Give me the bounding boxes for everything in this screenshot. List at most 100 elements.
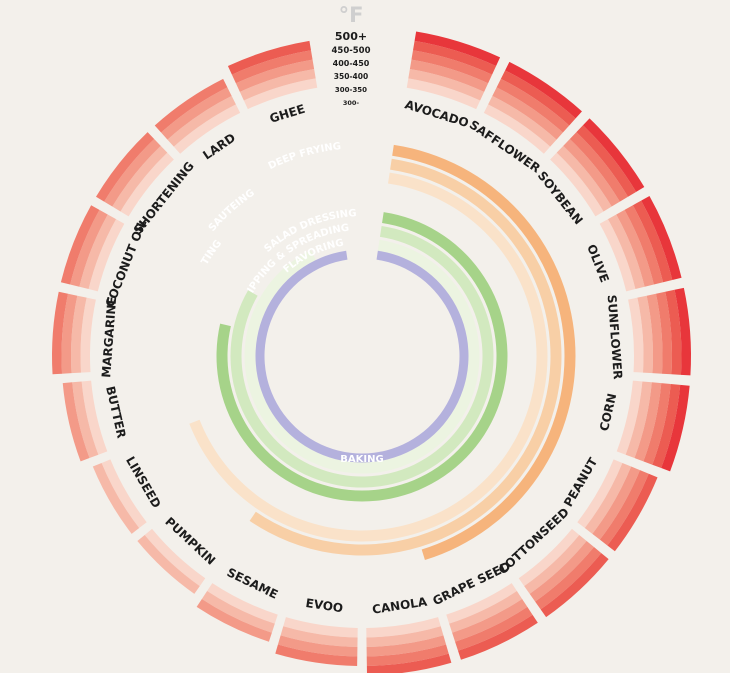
oil-band-avocado-5 [414,31,501,66]
oil-segment-cottonseed [518,528,609,618]
oil-band-cottonseed-2 [529,540,594,602]
oil-segment-linseed [92,459,147,534]
temp-tick-350-400: 350-400 [334,72,368,81]
oil-label-sunflower: SUNFLOWER [605,294,625,380]
oil-band-corn-1 [625,381,652,459]
oil-band-canola-2 [366,635,447,657]
temp-tick-450-500: 450-500 [331,46,370,56]
oil-segment-safflower [483,61,582,154]
temp-tick-400-450: 400-450 [333,59,370,68]
oil-band-peanut-2 [592,466,640,540]
oil-segment-corn [616,380,690,472]
oil-segment-peanut [577,459,658,552]
oil-band-evoo-0 [283,617,358,638]
oil-band-lard-3 [154,78,228,133]
oil-band-coconut-oil-2 [70,209,108,287]
oil-band-canola-0 [366,617,441,638]
oil-segment-sunflower [628,287,691,376]
oil-band-sunflower-0 [628,297,644,373]
oil-band-margarine-2 [61,293,78,374]
oil-band-avocado-3 [411,50,493,84]
oil-label-evoo: EVOO [305,596,344,615]
oil-band-canola-3 [366,644,449,666]
oil-band-olive-5 [641,195,682,281]
oil-band-safflower-3 [496,78,570,133]
oil-label-margarine: MARGARINE [99,296,119,378]
oil-band-grape-seed-2 [452,598,528,642]
oil-segment-soybean [550,118,645,217]
oil-band-margarine-0 [80,297,96,373]
oil-segment-pumpkin [137,528,206,594]
oil-band-coconut-oil-3 [60,205,100,285]
oil-band-lard-2 [161,87,232,140]
oil-band-sunflower-2 [646,293,663,374]
oil-band-shortening-2 [104,138,161,207]
oil-band-safflower-0 [483,104,551,154]
oil-band-sunflower-1 [637,295,653,374]
oil-band-avocado-4 [413,40,497,75]
oil-band-corn-2 [634,382,662,462]
oil-band-corn-0 [616,380,643,455]
temp-tick-300-350: 300-350 [335,86,367,94]
oil-band-safflower-4 [500,70,576,126]
oil-band-cottonseed-0 [518,528,580,587]
oil-band-peanut-0 [577,459,623,529]
oil-band-shortening-1 [112,145,168,212]
oil-band-sesame-2 [196,598,272,642]
oil-segment-sesame [196,583,278,642]
oil-band-sunflower-4 [665,289,682,375]
oil-band-grape-seed-3 [455,606,533,651]
oil-segment-coconut-oil [60,205,125,292]
oil-segment-shortening [95,132,174,217]
oil-band-lard-0 [173,104,241,154]
oil-band-sunflower-5 [674,287,691,376]
use-label-baking: BAKING [340,454,383,465]
oil-band-soybean-2 [563,138,620,207]
oil-band-butter-0 [81,380,108,455]
oil-band-lard-1 [167,95,236,147]
oil-band-sesame-1 [201,591,275,633]
oil-band-safflower-1 [488,95,557,147]
oil-band-safflower-2 [492,87,563,140]
oil-band-grape-seed-4 [458,614,538,660]
oil-band-shortening-3 [95,132,155,202]
oil-band-butter-2 [62,382,90,462]
oil-band-olive-2 [616,209,654,287]
oil-segment-canola [366,617,452,673]
temp-tick-500plus: 500+ [335,30,367,43]
oil-band-ghee-0 [243,78,318,110]
oil-band-olive-4 [632,200,673,283]
oil-band-cottonseed-4 [540,553,609,618]
oil-band-cottonseed-1 [524,534,587,594]
oil-segment-lard [154,78,241,154]
oil-band-grape-seed-1 [449,591,523,633]
oil-band-margarine-1 [71,295,87,374]
oil-band-soybean-1 [556,145,612,212]
oil-segment-evoo [275,617,358,666]
oil-band-cottonseed-3 [535,547,602,610]
oil-band-grape-seed-0 [446,583,517,624]
oil-band-avocado-1 [408,68,485,101]
oil-band-margarine-3 [52,291,69,375]
oil-band-olive-3 [624,205,664,285]
oil-segment-margarine [52,291,96,375]
oil-band-avocado-0 [406,78,481,110]
oil-band-soybean-3 [569,132,629,202]
oil-band-peanut-1 [584,462,632,534]
temp-tick-300-minus: 300- [343,99,360,107]
oil-band-soybean-4 [576,125,637,197]
oil-segment-butter [62,380,108,462]
oil-band-shortening-0 [120,152,174,217]
oil-band-corn-3 [643,383,671,465]
oil-band-ghee-1 [239,68,316,101]
oil-band-corn-5 [661,384,690,472]
oil-band-olive-1 [607,214,645,290]
oil-band-evoo-3 [275,644,358,666]
oil-band-olive-0 [599,219,636,292]
oil-band-sunflower-3 [655,291,672,375]
temperature-legend: °F 500+ 450-500 400-450 350-400 300-350 … [331,3,370,107]
oil-segment-ghee [227,40,318,110]
temperature-unit: °F [339,3,364,27]
